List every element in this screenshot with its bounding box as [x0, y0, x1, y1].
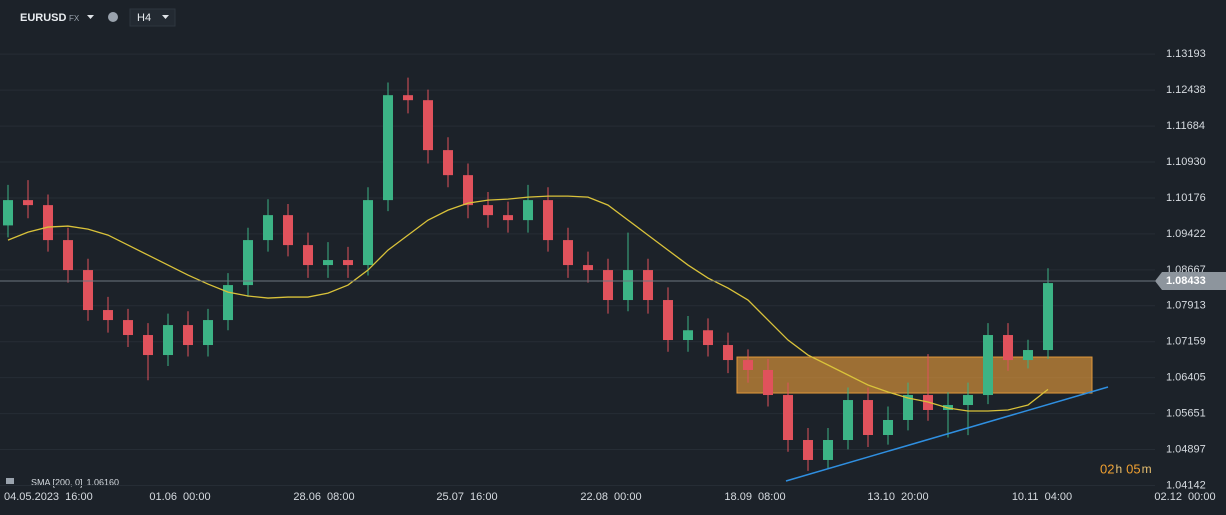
timeframe-box[interactable] — [129, 8, 176, 27]
candle-body — [1043, 283, 1053, 351]
y-tick-label: 1.12438 — [1166, 84, 1206, 96]
timeframe[interactable]: H4 — [137, 12, 151, 24]
candle-body — [143, 335, 153, 356]
candle-body — [583, 265, 593, 271]
candle-body — [643, 270, 653, 301]
candle-body — [283, 215, 293, 246]
current-price-tag — [1155, 272, 1226, 291]
x-tick-label: 04.05.2023 16:00 — [4, 491, 93, 503]
candle-body — [663, 300, 673, 341]
candle-body — [123, 320, 133, 336]
candle-body — [103, 310, 113, 321]
y-tick-label: 1.06405 — [1166, 372, 1206, 384]
candle-body — [723, 345, 733, 361]
candle-body — [963, 395, 973, 406]
y-tick-label: 1.10176 — [1166, 192, 1206, 204]
candle-body — [483, 205, 493, 216]
x-tick-label: 02.12 00:00 — [1154, 491, 1215, 503]
candle-body — [983, 335, 993, 396]
y-tick-label: 1.09422 — [1166, 228, 1206, 240]
indicator-value: 1.06160 — [87, 477, 120, 487]
x-tick-label: 13.10 20:00 — [867, 491, 928, 503]
candle-body — [163, 325, 173, 356]
candle-body — [783, 395, 793, 441]
candle-body — [63, 240, 73, 271]
candle-body — [1003, 335, 1013, 361]
candle-body — [243, 240, 253, 286]
candle-body — [23, 200, 33, 206]
candle-body — [363, 200, 373, 266]
countdown: h — [1115, 462, 1122, 476]
candle-body — [383, 95, 393, 201]
x-tick-label: 28.06 08:00 — [293, 491, 354, 503]
candle-body — [1023, 350, 1033, 361]
y-tick-label: 1.10930 — [1166, 156, 1206, 168]
y-tick-label: 1.04897 — [1166, 443, 1206, 455]
zone — [736, 356, 1093, 394]
countdown: 02 — [1100, 461, 1114, 476]
current-price-label: 1.08433 — [1166, 275, 1206, 287]
candle-body — [523, 200, 533, 221]
countdown: m — [1142, 462, 1152, 476]
candle-body — [403, 95, 413, 101]
candle-body — [763, 370, 773, 396]
x-tick-label: 22.08 00:00 — [580, 491, 641, 503]
candle-body — [223, 285, 233, 321]
symbol[interactable]: EURUSD — [20, 12, 67, 24]
candle-body — [903, 395, 913, 420]
candle-body — [463, 175, 473, 206]
candle-body — [203, 320, 213, 346]
candle-body — [823, 440, 833, 460]
candle-body — [563, 240, 573, 266]
y-tick-label: 1.07913 — [1166, 300, 1206, 312]
candle-body — [843, 400, 853, 441]
y-tick-label: 1.07159 — [1166, 336, 1206, 348]
sma-line — [7, 195, 1049, 412]
candle-body — [803, 440, 813, 460]
candle-body — [883, 419, 893, 436]
candle-body — [323, 260, 333, 266]
trendline — [785, 386, 1109, 482]
candle-body — [503, 215, 513, 221]
candle-body — [183, 325, 193, 346]
x-tick-label: 01.06 00:00 — [149, 491, 210, 503]
candle-body — [683, 330, 693, 341]
candle-body — [263, 215, 273, 241]
timeframe-dropdown[interactable] — [162, 15, 169, 19]
symbol-dropdown[interactable] — [87, 15, 94, 19]
market: FX — [69, 14, 80, 23]
candle-body — [543, 200, 553, 241]
candle-body — [443, 150, 453, 176]
x-tick-label: 25.07 16:00 — [436, 491, 497, 503]
candle-body — [43, 205, 53, 241]
y-tick-label: 1.04142 — [1166, 479, 1206, 491]
candle-body — [703, 330, 713, 346]
candle-body — [303, 245, 313, 266]
candle-body — [3, 200, 13, 226]
candle-body — [743, 360, 753, 371]
indicator-icon — [6, 478, 14, 484]
indicator-name: SMA [200, 0] — [31, 477, 83, 487]
x-tick-label: 18.09 08:00 — [724, 491, 785, 503]
y-tick-label: 1.13193 — [1166, 48, 1206, 60]
candle-body — [343, 260, 353, 266]
info-icon[interactable] — [108, 12, 118, 22]
candle-body — [623, 270, 633, 301]
y-tick-label: 1.05651 — [1166, 408, 1206, 420]
candle-body — [423, 100, 433, 151]
y-tick-label: 1.11684 — [1166, 120, 1205, 132]
x-tick-label: 10.11 04:00 — [1012, 491, 1072, 503]
countdown: 05 — [1126, 461, 1140, 476]
candle-body — [863, 400, 873, 436]
candle-body — [83, 270, 93, 311]
candle-body — [603, 270, 613, 301]
